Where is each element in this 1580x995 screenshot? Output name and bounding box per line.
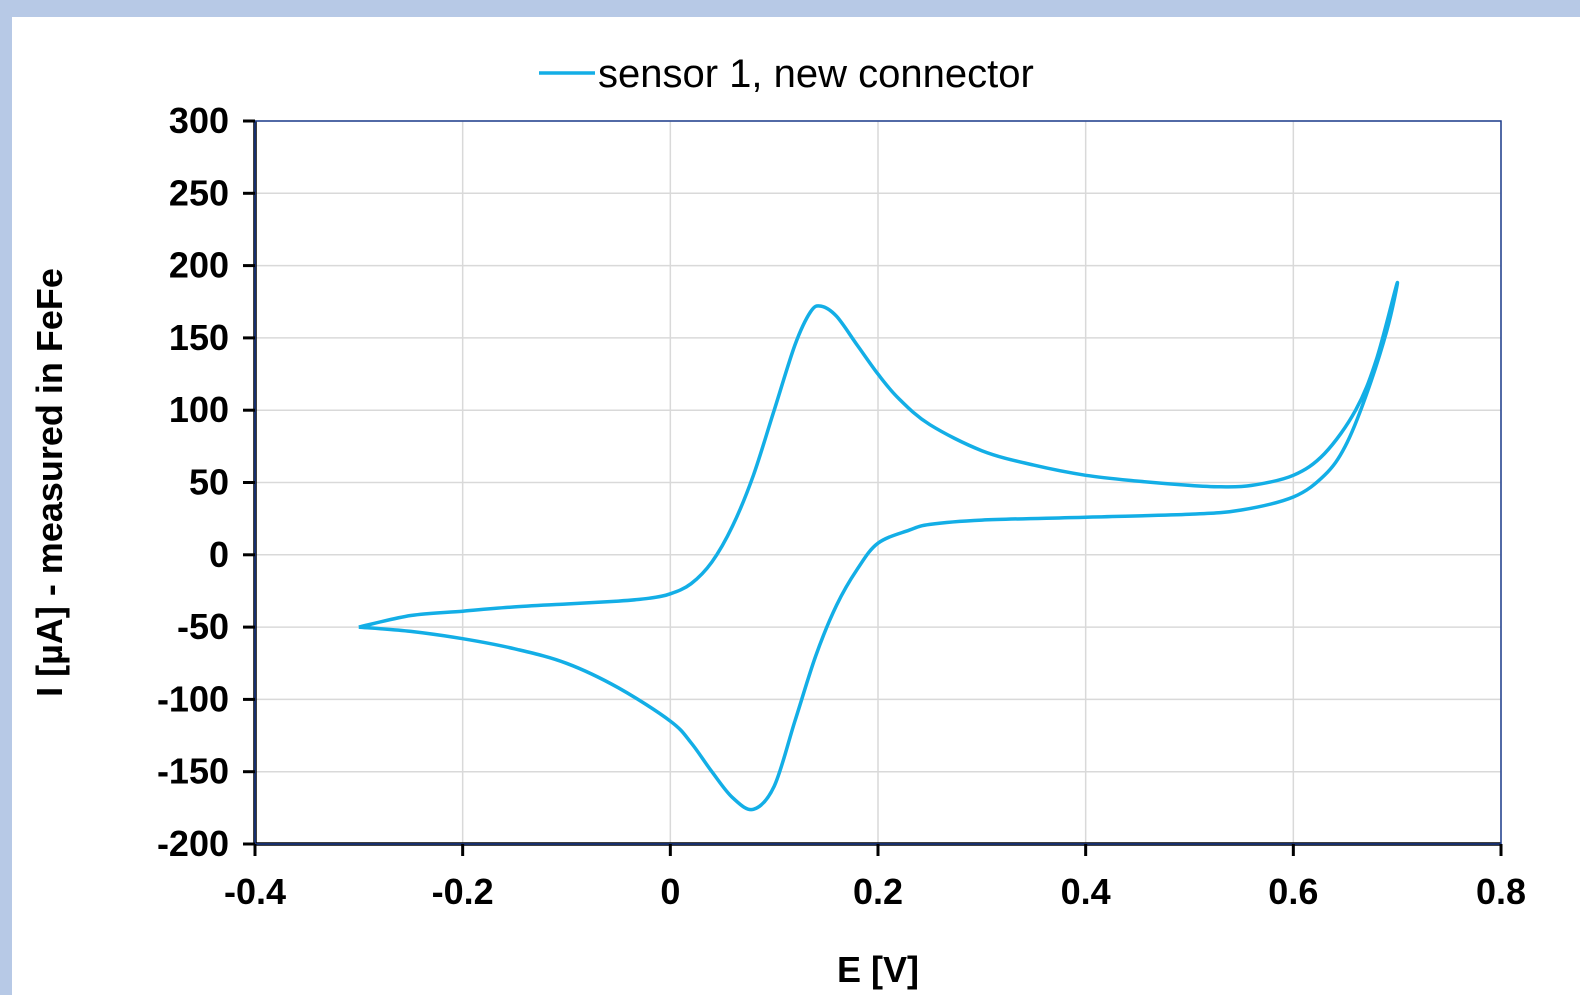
x-tick-label: -0.2 [432, 871, 494, 912]
series-line [358, 281, 1400, 812]
y-tick-label: 0 [209, 534, 229, 575]
x-tick-label: 0.6 [1268, 871, 1318, 912]
x-tick-label: 0.2 [853, 871, 903, 912]
chart-frame: -0.4 -0.2 0 0.2 0.4 0.6 0.8 300 250 200 150 100 50 0 -… [12, 17, 1580, 995]
x-axis-title: E [V] [837, 949, 919, 990]
x-tick-label: 0 [660, 871, 680, 912]
y-tick-label: -50 [177, 606, 229, 647]
legend: sensor 1, new connector [539, 52, 1034, 96]
y-tick-label: 250 [169, 172, 229, 213]
plot-area [358, 281, 1400, 812]
x-tick-label: 0.8 [1476, 871, 1526, 912]
y-axis-title: I [µA] - measured in FeFe [29, 268, 70, 697]
cv-chart: -0.4 -0.2 0 0.2 0.4 0.6 0.8 300 250 200 150 100 50 0 -… [29, 52, 1526, 990]
y-tick-label: -200 [157, 823, 229, 864]
legend-label: sensor 1, new connector [598, 52, 1034, 96]
ticks: -0.4 -0.2 0 0.2 0.4 0.6 0.8 300 250 200 150 100 50 0 -… [157, 100, 1526, 912]
y-tick-label: -150 [157, 751, 229, 792]
x-tick-label: 0.4 [1061, 871, 1111, 912]
x-tick-label: -0.4 [224, 871, 286, 912]
y-tick-label: 300 [169, 100, 229, 141]
y-tick-label: 100 [169, 389, 229, 430]
y-tick-label: 150 [169, 317, 229, 358]
y-tick-label: -100 [157, 678, 229, 719]
y-tick-label: 200 [169, 245, 229, 286]
y-tick-label: 50 [189, 462, 229, 503]
